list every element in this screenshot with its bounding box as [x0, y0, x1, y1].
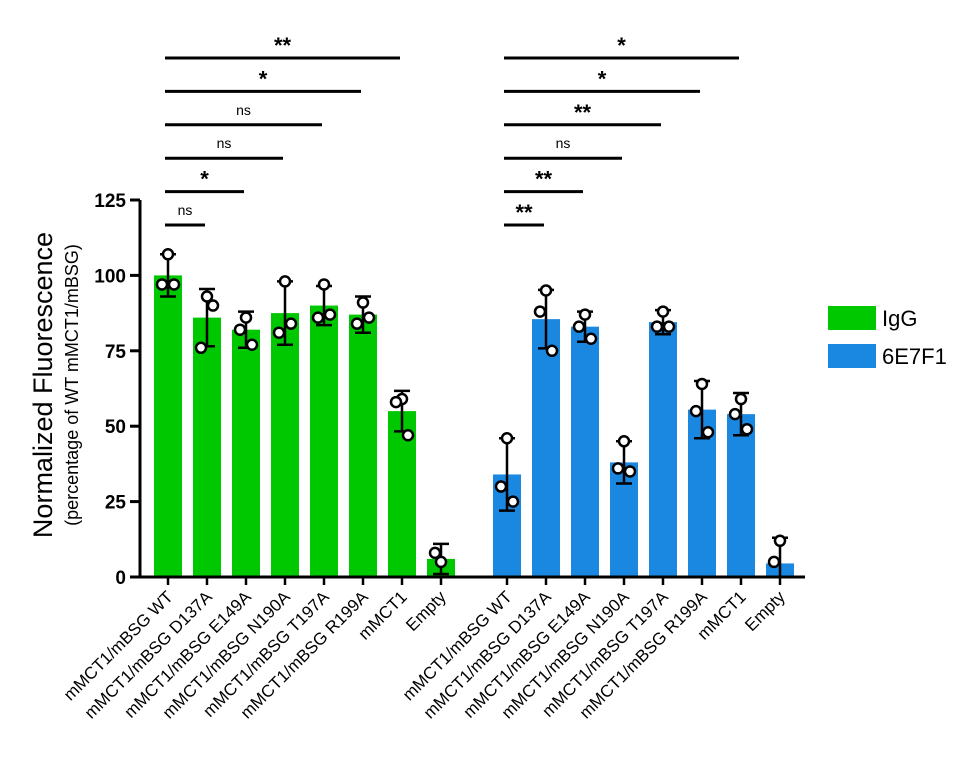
legend-swatch — [828, 344, 876, 368]
significance-label: ns — [178, 202, 193, 218]
bar — [232, 329, 260, 577]
data-point — [278, 275, 292, 288]
data-point — [662, 320, 676, 333]
bar — [349, 314, 377, 577]
significance-label: * — [200, 167, 209, 192]
data-point — [506, 495, 520, 508]
bar — [193, 317, 221, 577]
data-point — [239, 311, 253, 324]
data-point — [167, 278, 181, 291]
data-point — [500, 432, 514, 445]
significance-label: * — [259, 66, 268, 91]
data-point — [740, 422, 754, 436]
y-tick-label: 100 — [94, 266, 126, 287]
data-point — [701, 425, 715, 439]
y-tick-label: 50 — [105, 417, 126, 438]
data-point — [323, 308, 337, 321]
significance-label: ** — [574, 100, 592, 125]
data-point — [539, 284, 553, 297]
significance-label: ** — [515, 200, 533, 225]
data-point — [233, 323, 247, 336]
data-point — [311, 311, 325, 324]
bar — [649, 322, 677, 577]
data-point — [617, 435, 631, 448]
bar — [271, 313, 299, 577]
data-point — [545, 344, 559, 358]
significance-label: ** — [535, 167, 553, 192]
data-point — [356, 296, 370, 309]
data-point — [689, 404, 703, 418]
y-tick-label: 125 — [94, 191, 126, 212]
data-point — [428, 546, 442, 560]
data-point — [611, 462, 625, 475]
legend-swatch — [828, 306, 876, 330]
bar — [571, 326, 599, 577]
data-point — [623, 465, 637, 478]
data-point — [656, 305, 670, 318]
y-tick-label: 0 — [115, 568, 126, 589]
significance-label: ns — [556, 135, 571, 151]
bar — [310, 305, 338, 577]
data-point — [362, 311, 376, 324]
bar — [727, 414, 755, 577]
significance-label: ** — [274, 33, 292, 58]
data-point — [434, 555, 448, 569]
data-point — [728, 407, 742, 421]
x-tick-label: Empty — [402, 587, 450, 635]
data-point — [773, 534, 787, 548]
significance-label: * — [598, 66, 607, 91]
data-point — [494, 480, 508, 493]
y-tick-label: 75 — [105, 342, 127, 363]
data-point — [200, 290, 214, 303]
y-axis-label: Normalized Fluorescence — [28, 232, 58, 538]
legend-label: IgG — [882, 306, 917, 331]
x-tick-label: Empty — [741, 587, 789, 635]
y-tick-label: 25 — [105, 493, 127, 514]
significance-label: ns — [217, 135, 232, 151]
data-point — [578, 308, 592, 321]
data-point — [350, 317, 364, 330]
data-point — [206, 299, 220, 312]
data-point — [194, 341, 208, 355]
data-point — [272, 326, 286, 339]
data-point — [161, 248, 175, 261]
legend-label: 6E7F1 — [882, 344, 947, 369]
data-point — [284, 317, 298, 330]
y-axis-sublabel: (percentage of WT mMCT1/mBSG) — [62, 244, 82, 526]
data-point — [572, 320, 586, 333]
data-point — [533, 305, 547, 318]
data-point — [734, 392, 748, 406]
data-point — [695, 377, 709, 391]
data-point — [317, 278, 331, 291]
data-point — [650, 320, 664, 333]
data-point — [389, 395, 403, 409]
data-point — [584, 332, 598, 345]
data-point — [401, 428, 415, 442]
bar — [154, 275, 182, 577]
bar — [532, 319, 560, 577]
significance-label: * — [617, 33, 626, 58]
data-point — [767, 555, 781, 569]
data-point — [245, 338, 259, 352]
significance-label: ns — [236, 102, 251, 118]
data-point — [155, 278, 169, 291]
